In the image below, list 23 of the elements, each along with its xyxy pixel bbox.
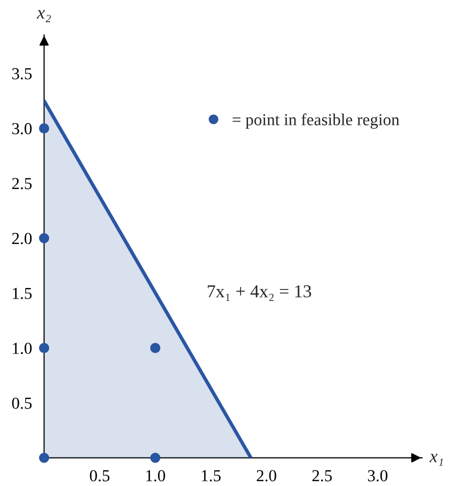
- x-tick-label: 2.0: [256, 470, 276, 482]
- y-tick-label: 0.5: [12, 398, 32, 409]
- point: [39, 452, 50, 463]
- y-tick-label: 1.0: [12, 342, 32, 354]
- point: [150, 342, 160, 354]
- point: [39, 123, 50, 134]
- y-tick-label: 3.0: [12, 123, 32, 134]
- x-tick-label: 1.5: [202, 470, 221, 482]
- legend-label: = point in feasible region: [232, 113, 400, 129]
- y-tick-label: 1.5: [12, 288, 32, 300]
- point: [39, 233, 50, 244]
- x-tick-label: 0.5: [90, 470, 110, 482]
- point: [39, 342, 50, 354]
- y-tick-label: 2.5: [12, 178, 32, 190]
- x-axis-title: x₁: [429, 454, 443, 466]
- y-tick-label: 3.5: [12, 68, 32, 80]
- y-axis-title: x₂: [36, 10, 51, 22]
- x-tick-label: 1.0: [146, 470, 166, 482]
- y-tick-label: 2.0: [12, 232, 32, 244]
- x-tick-label: 3.0: [368, 470, 388, 482]
- point: [150, 452, 160, 463]
- x-tick-label: 2.5: [312, 470, 332, 482]
- annotation: 7x₁ + 4x₂ = 13: [208, 285, 312, 301]
